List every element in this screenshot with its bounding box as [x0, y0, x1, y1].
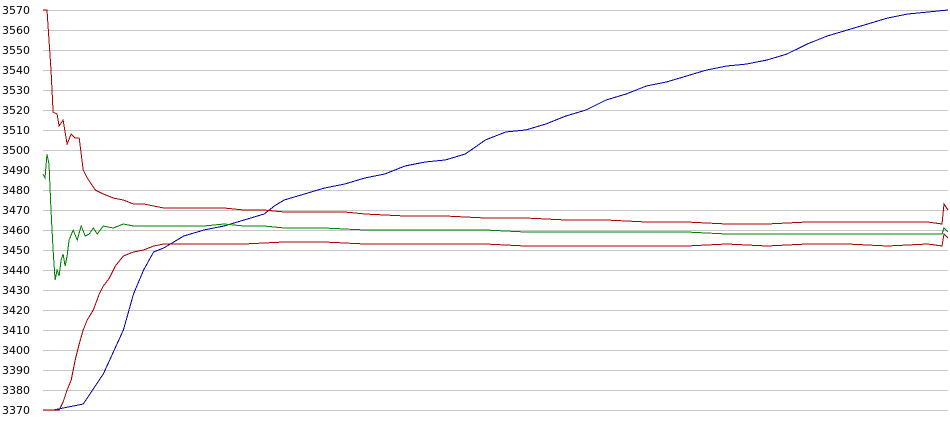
- y-tick-label: 3530: [2, 84, 30, 97]
- y-tick-label: 3520: [2, 104, 30, 117]
- y-tick-label: 3510: [2, 124, 30, 137]
- gridlines: [43, 10, 948, 411]
- y-tick-label: 3370: [2, 404, 30, 417]
- y-tick-label: 3450: [2, 244, 30, 257]
- y-tick-label: 3490: [2, 164, 30, 177]
- y-tick-label: 3430: [2, 284, 30, 297]
- series-line-4: [42, 153, 949, 281]
- series-line-2: [43, 9, 949, 225]
- y-tick-label: 3460: [2, 224, 30, 237]
- y-tick-label: 3380: [2, 384, 30, 397]
- y-tick-label: 3390: [2, 364, 30, 377]
- y-tick-label: 3470: [2, 204, 30, 217]
- y-tick-label: 3550: [2, 44, 30, 57]
- y-tick-label: 3440: [2, 264, 30, 277]
- y-tick-label: 3540: [2, 64, 30, 77]
- series-lines: [42, 9, 949, 411]
- y-axis-tick-labels: 3370 3380 3390 3400 3410 3420 3430 3440 3450 3460…: [2, 4, 30, 417]
- series-line-3: [43, 232, 949, 411]
- y-tick-label: 3420: [2, 304, 30, 317]
- y-tick-label: 3570: [2, 4, 30, 17]
- y-tick-label: 3500: [2, 144, 30, 157]
- y-tick-label: 3400: [2, 344, 30, 357]
- y-tick-label: 3560: [2, 24, 30, 37]
- y-tick-label: 3480: [2, 184, 30, 197]
- series-line-1: [43, 9, 949, 411]
- y-tick-label: 3410: [2, 324, 30, 337]
